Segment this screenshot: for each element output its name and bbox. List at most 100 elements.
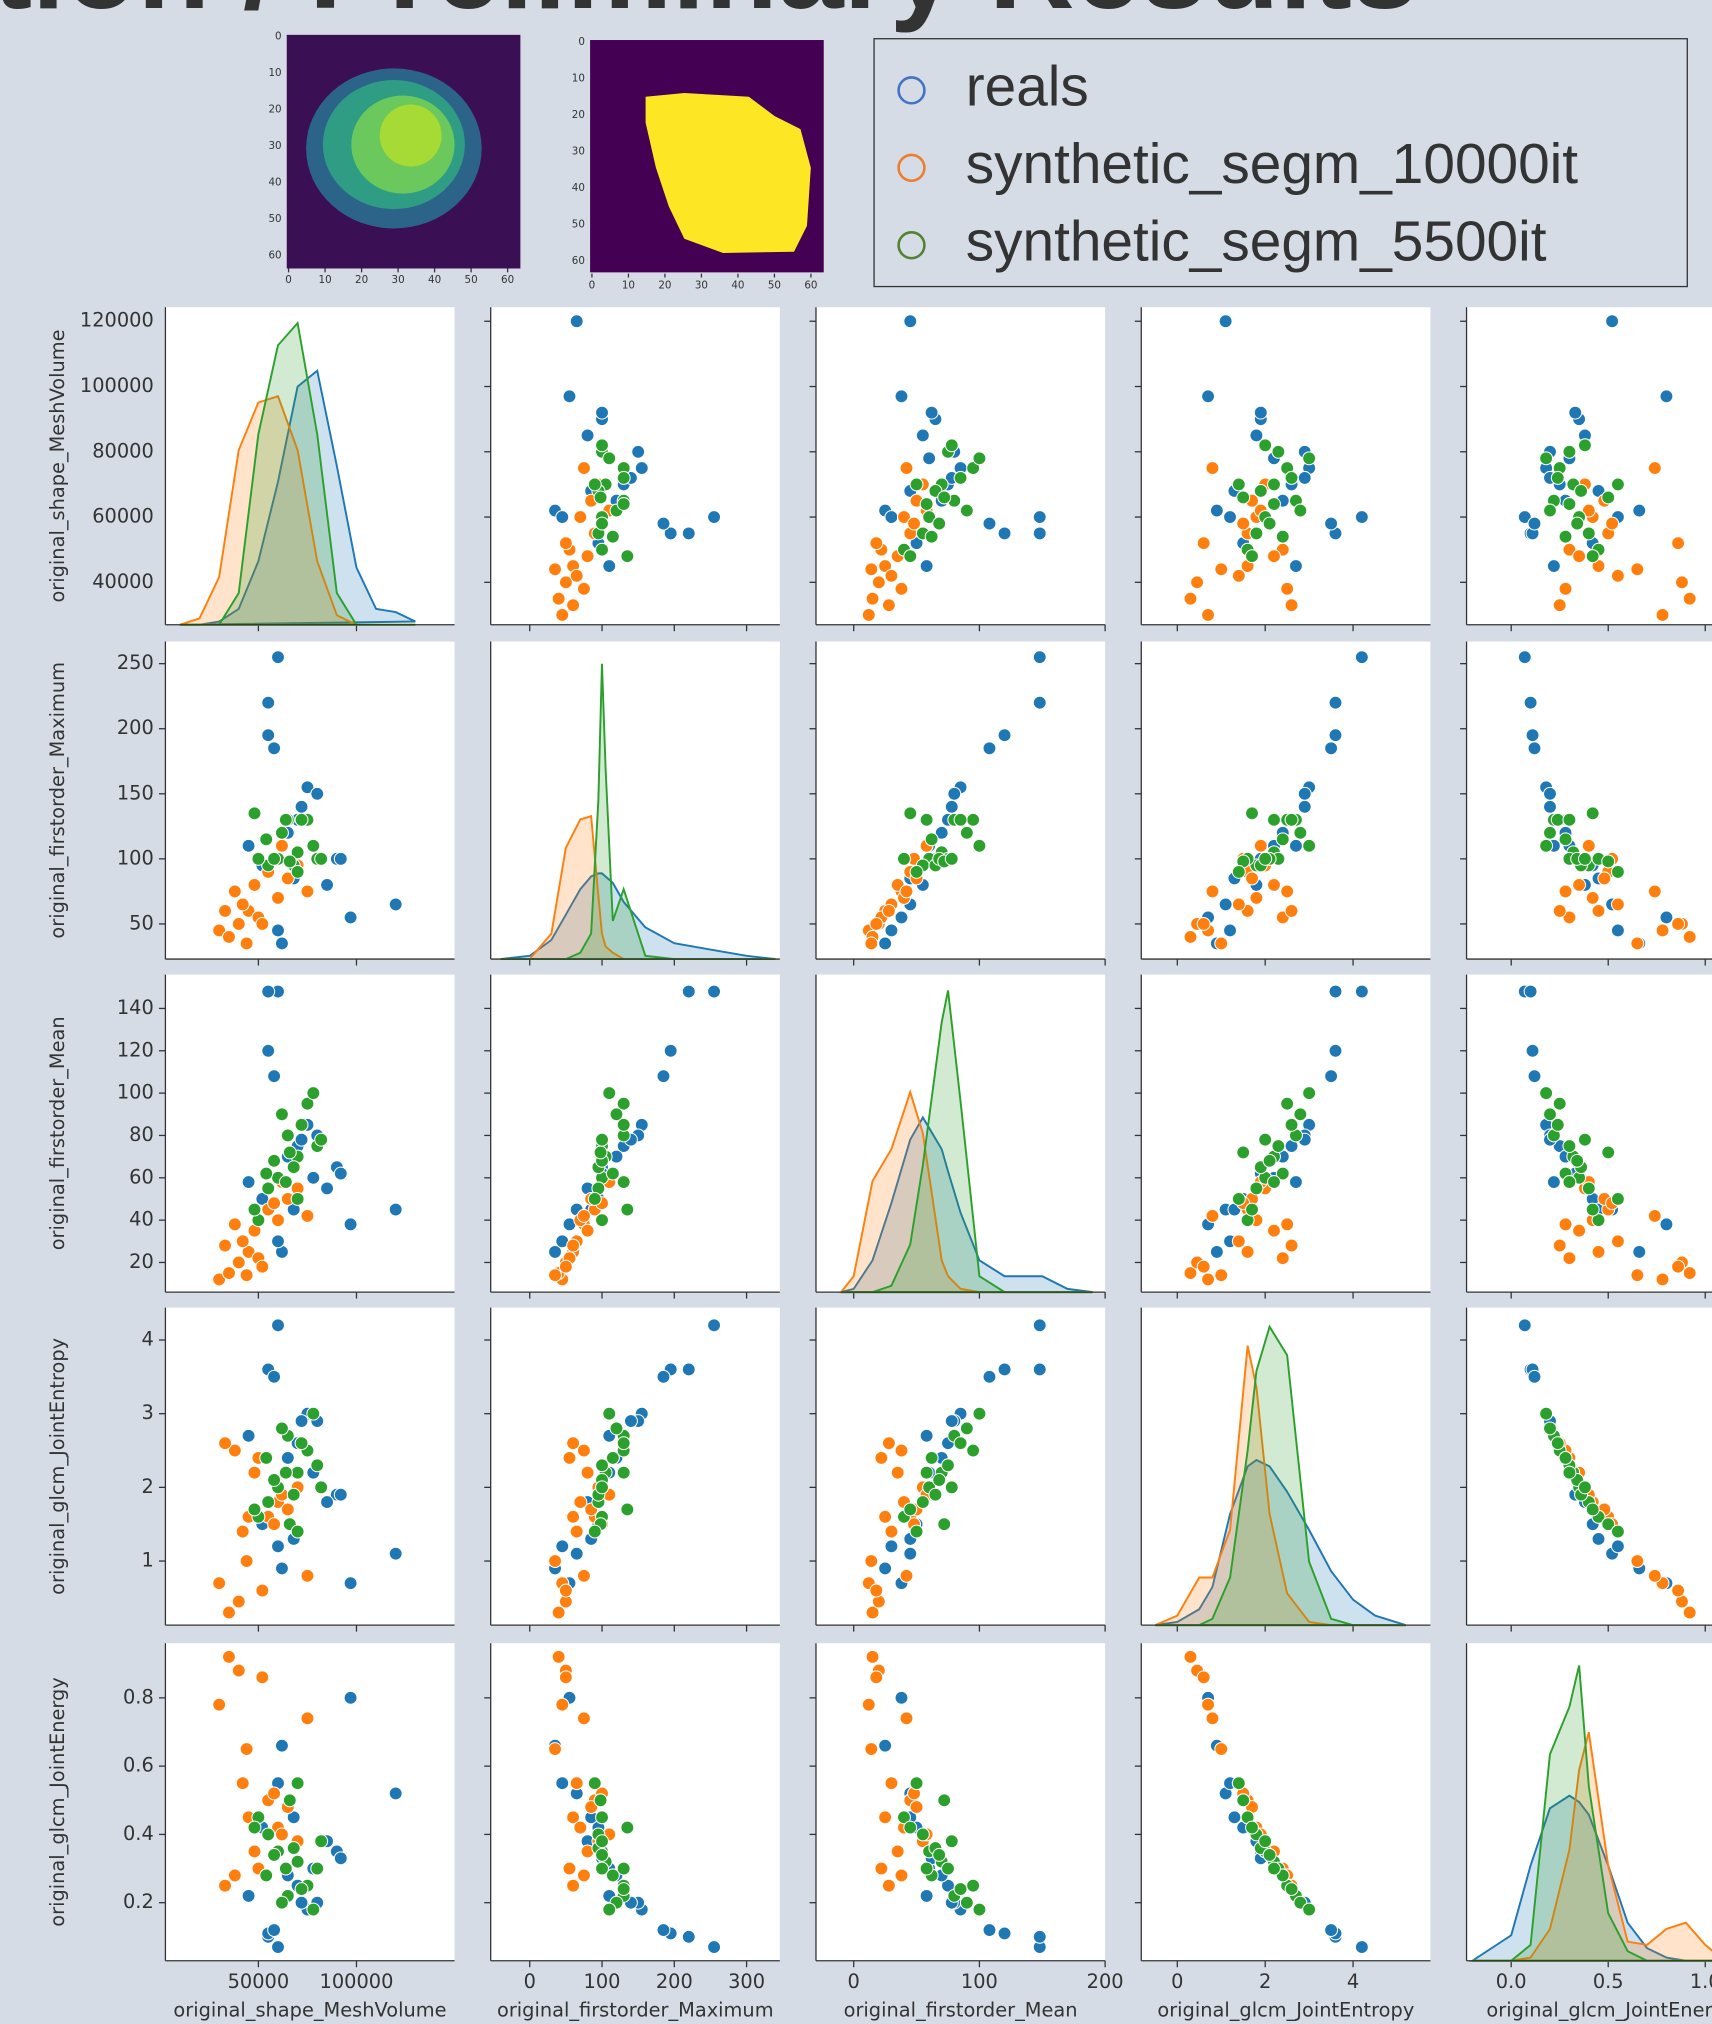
panel: 0100200300 xyxy=(484,1643,780,1993)
scatter-point xyxy=(1571,1154,1584,1167)
scatter-point xyxy=(552,1650,565,1663)
scatter-point xyxy=(1518,651,1531,664)
scatter-point xyxy=(1611,865,1624,878)
scatter-point xyxy=(708,1941,721,1954)
scatter-point xyxy=(1285,599,1298,612)
scatter-point xyxy=(1228,1811,1241,1824)
scatter-point xyxy=(315,1835,328,1848)
scatter-point xyxy=(900,1712,913,1725)
scatter-point xyxy=(596,406,609,419)
scatter-point xyxy=(574,511,587,524)
image-y-tick-label: 60 xyxy=(572,255,585,267)
y-tick-label: 3 xyxy=(141,1401,153,1424)
panel-background xyxy=(1141,1643,1430,1961)
scatter-point xyxy=(621,1503,634,1516)
scatter-point xyxy=(1683,930,1696,943)
scatter-point xyxy=(1263,1154,1276,1167)
image-y-tick-label: 10 xyxy=(268,67,281,79)
scatter-point xyxy=(301,1712,314,1725)
scatter-point xyxy=(1303,452,1316,465)
image-y-tick-label: 20 xyxy=(268,104,281,116)
scatter-point xyxy=(617,1437,630,1450)
scatter-point xyxy=(1224,924,1237,937)
scatter-point xyxy=(1202,390,1215,403)
scatter-point xyxy=(1197,1671,1210,1684)
y-tick-label: 0.6 xyxy=(123,1754,154,1777)
scatter-point xyxy=(596,439,609,452)
scatter-point xyxy=(556,609,569,622)
scatter-point xyxy=(295,1415,308,1428)
scatter-point xyxy=(1202,1698,1215,1711)
scatter-point xyxy=(960,1422,973,1435)
x-tick-label: 1.0 xyxy=(1690,1970,1712,1993)
y-axis-label: original_glcm_JointEntropy xyxy=(46,1338,69,1595)
scatter-point xyxy=(900,1569,913,1582)
scatter-point xyxy=(1268,498,1281,511)
scatter-point xyxy=(559,1584,572,1597)
scatter-point xyxy=(295,1437,308,1450)
scatter-point xyxy=(708,1319,721,1332)
scatter-point xyxy=(262,1182,275,1195)
scatter-point xyxy=(1250,891,1263,904)
scatter-point xyxy=(617,1118,630,1131)
scatter-point xyxy=(559,537,572,550)
image-y-tick-label: 10 xyxy=(572,72,585,84)
scatter-point xyxy=(920,1889,933,1902)
scatter-point xyxy=(1611,1235,1624,1248)
scatter-point xyxy=(1298,471,1311,484)
scatter-point xyxy=(596,1835,609,1848)
scatter-point xyxy=(865,937,878,950)
scatter-point xyxy=(1672,537,1685,550)
scatter-point xyxy=(1553,599,1566,612)
scatter-point xyxy=(1563,1466,1576,1479)
heatmap-image xyxy=(287,35,521,269)
scatter-point xyxy=(925,530,938,543)
scatter-point xyxy=(1232,1777,1245,1790)
x-tick-label: 0 xyxy=(1171,1970,1183,1993)
scatter-point xyxy=(1303,1903,1316,1916)
y-tick-label: 120000 xyxy=(80,309,154,332)
image-y-tick-label: 50 xyxy=(268,213,281,225)
scatter-point xyxy=(1329,1044,1342,1057)
scatter-point xyxy=(1569,406,1582,419)
y-axis-label: original_firstorder_Maximum xyxy=(46,662,69,939)
scatter-point xyxy=(1563,1252,1576,1265)
scatter-point xyxy=(1559,885,1572,898)
scatter-point xyxy=(933,1848,946,1861)
scatter-point xyxy=(916,1828,929,1841)
scatter-point xyxy=(1518,1319,1531,1332)
scatter-point xyxy=(567,1437,580,1450)
scatter-point xyxy=(556,1777,569,1790)
scatter-point xyxy=(998,1927,1011,1940)
mask-image xyxy=(590,40,824,272)
image-y-tick-label: 40 xyxy=(268,177,281,189)
scatter-point xyxy=(1540,839,1553,852)
scatter-point xyxy=(708,511,721,524)
scatter-point xyxy=(1544,787,1557,800)
scatter-point xyxy=(301,1569,314,1582)
scatter-point xyxy=(983,517,996,530)
image-x-tick-label: 40 xyxy=(731,279,744,291)
scatter-point xyxy=(334,852,347,865)
scatter-point xyxy=(1631,937,1644,950)
image-y-tick-label: 60 xyxy=(268,250,281,262)
scatter-point xyxy=(594,491,607,504)
scatter-point xyxy=(1033,1319,1046,1332)
x-axis-label: original_firstorder_Mean xyxy=(844,1999,1078,2022)
scatter-point xyxy=(1294,504,1307,517)
scatter-point xyxy=(1553,1239,1566,1252)
image-x-tick-label: 20 xyxy=(658,279,671,291)
scatter-point xyxy=(556,1698,569,1711)
scatter-point xyxy=(334,1852,347,1865)
scatter-point xyxy=(1551,1118,1564,1131)
scatter-point xyxy=(1563,445,1576,458)
scatter-point xyxy=(1268,550,1281,563)
scatter-point xyxy=(262,729,275,742)
scatter-point xyxy=(262,985,275,998)
scatter-point xyxy=(596,1481,609,1494)
scatter-point xyxy=(1206,885,1219,898)
scatter-point xyxy=(1202,1273,1215,1286)
slide-title: tion / Preliminary Results xyxy=(0,0,1418,34)
image-x-tick-label: 20 xyxy=(355,274,368,286)
scatter-point xyxy=(1547,1176,1560,1189)
